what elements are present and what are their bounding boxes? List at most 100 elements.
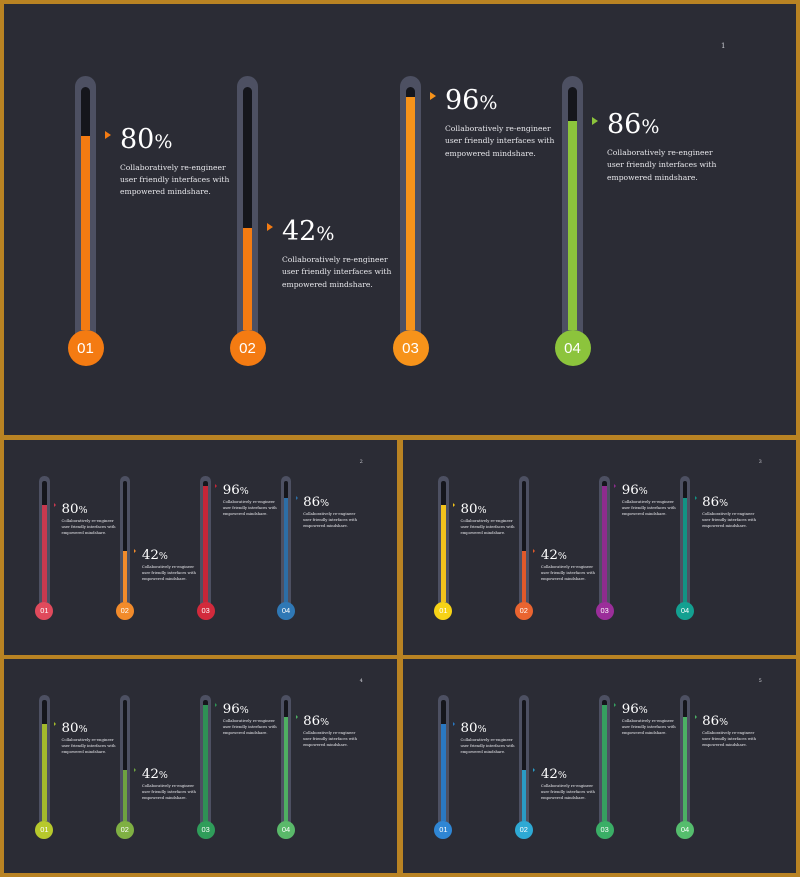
- thermometer-bulb: 01: [35, 820, 54, 839]
- pointer-icon: [215, 483, 218, 488]
- thermometer-column: [203, 700, 208, 821]
- pointer-icon: [267, 223, 273, 232]
- thermometer-bulb: 01: [35, 601, 54, 620]
- page-number: 2: [359, 458, 363, 465]
- thermometer-fill: [602, 485, 607, 602]
- thermometer-bulb: 04: [676, 820, 694, 839]
- thermometer-fill: [682, 498, 688, 602]
- page-number: 5: [758, 677, 762, 684]
- percent-number: 42: [141, 548, 159, 564]
- thermometer-bulb: 04: [277, 601, 295, 620]
- thermometer-fill: [243, 227, 252, 330]
- thermometer-bulb: 02: [115, 601, 134, 620]
- percent-sign: %: [320, 498, 330, 510]
- thermometer-bulb: 02: [514, 820, 533, 839]
- percent-value: 96%: [223, 700, 249, 716]
- thermometer-column: [602, 700, 607, 821]
- thermometer-fill: [283, 717, 289, 821]
- percent-value: 42%: [142, 546, 168, 562]
- gauge-description: Collaboratively re-engineer user friendl…: [303, 730, 358, 748]
- pointer-icon: [295, 714, 298, 719]
- percent-sign: %: [239, 705, 249, 717]
- thermometer-fill: [122, 551, 127, 602]
- thermometer-bulb: 04: [277, 820, 295, 839]
- gauge-number: 03: [600, 825, 609, 835]
- percent-sign: %: [78, 505, 88, 517]
- thermometer-column: [521, 700, 526, 821]
- thermometer-fill: [521, 551, 526, 602]
- pointer-icon: [295, 495, 298, 500]
- percent-value: 80%: [62, 500, 88, 516]
- gauge-number: 02: [519, 606, 528, 616]
- thermometer-column: [243, 87, 252, 330]
- thermometer-column: [283, 481, 289, 602]
- percent-value: 80%: [120, 126, 172, 153]
- page-number: 3: [758, 458, 762, 465]
- percent-sign: %: [719, 498, 729, 510]
- thermometer-column: [122, 700, 127, 821]
- percent-sign: %: [320, 717, 330, 729]
- gauge-number: 02: [239, 339, 256, 357]
- percent-sign: %: [557, 770, 567, 782]
- thermometer-bulb: 01: [434, 820, 453, 839]
- slide-3: 3 01 80% Collaboratively re-engineer user f…: [403, 440, 796, 655]
- percent-sign: %: [78, 724, 88, 736]
- thermometer-column: [441, 481, 446, 602]
- percent-number: 86: [607, 109, 642, 141]
- pointer-icon: [54, 503, 57, 508]
- percent-number: 42: [540, 548, 558, 564]
- percent-value: 86%: [702, 493, 728, 509]
- percent-sign: %: [557, 551, 567, 563]
- pointer-icon: [533, 548, 536, 553]
- gauge-number: 02: [120, 606, 129, 616]
- percent-value: 80%: [62, 719, 88, 735]
- thermometer-bulb: 02: [229, 330, 266, 366]
- gauge-description: Collaboratively re-engineer user friendl…: [460, 519, 515, 536]
- percent-sign: %: [719, 717, 729, 729]
- percent-sign: %: [316, 222, 335, 245]
- gauge-description: Collaboratively re-engineer user friendl…: [141, 564, 196, 582]
- percent-number: 96: [222, 483, 240, 499]
- percent-number: 96: [621, 702, 639, 718]
- thermometer-fill: [283, 498, 289, 602]
- percent-sign: %: [239, 486, 249, 498]
- thermometer-bulb: 02: [514, 601, 533, 620]
- gauge-description: Collaboratively re-engineer user friendl…: [120, 162, 230, 197]
- thermometer-fill: [568, 121, 577, 330]
- thermometer-bulb: 01: [434, 601, 453, 620]
- pointer-icon: [533, 767, 536, 772]
- gauge-number: 01: [77, 339, 94, 357]
- pointer-icon: [453, 503, 456, 508]
- thermometer-column: [203, 481, 208, 602]
- percent-sign: %: [477, 724, 487, 736]
- thermometer-column: [602, 481, 607, 602]
- percent-sign: %: [477, 505, 487, 517]
- slide-1: 1 01 80% Collaboratively re-engineer user f…: [4, 4, 796, 435]
- percent-number: 86: [702, 714, 720, 730]
- percent-sign: %: [158, 551, 168, 563]
- percent-value: 96%: [622, 481, 648, 497]
- thermometer-column: [682, 481, 688, 602]
- thermometer-fill: [406, 96, 415, 330]
- thermometer-column: [441, 700, 446, 821]
- pointer-icon: [453, 722, 456, 727]
- thermometer-fill: [122, 770, 127, 821]
- percent-sign: %: [638, 705, 648, 717]
- percent-number: 80: [460, 502, 478, 518]
- percent-number: 80: [61, 502, 79, 518]
- gauge-number: 04: [680, 825, 690, 835]
- percent-value: 86%: [303, 493, 329, 509]
- thermometer-bulb: 03: [196, 601, 215, 620]
- percent-sign: %: [638, 486, 648, 498]
- gauge-number: 01: [439, 825, 448, 835]
- percent-number: 80: [61, 721, 79, 737]
- thermometer-bulb: 04: [554, 330, 591, 366]
- thermometer-fill: [81, 135, 90, 330]
- pointer-icon: [134, 767, 137, 772]
- percent-number: 96: [621, 483, 639, 499]
- gauge-description: Collaboratively re-engineer user friendl…: [61, 738, 116, 755]
- percent-number: 86: [702, 495, 720, 511]
- gauge-number: 03: [201, 825, 210, 835]
- percent-sign: %: [158, 770, 168, 782]
- pointer-icon: [105, 131, 111, 140]
